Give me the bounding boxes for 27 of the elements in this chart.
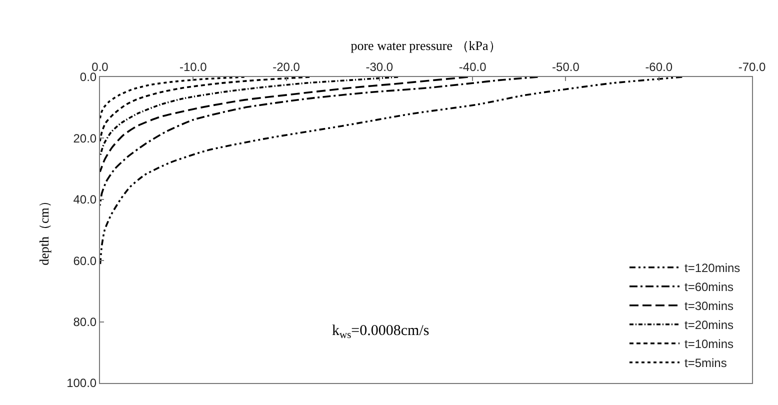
y-tick-label: 0.0 (80, 70, 97, 84)
line-series (100, 77, 399, 158)
legend-label: t=20mins (684, 318, 734, 332)
legend-label: t=120mins (684, 261, 740, 276)
x-tick-label: -60.0 (645, 60, 673, 74)
legend-label: t=30mins (684, 299, 734, 314)
x-axis-title: pore water pressure （kPa） (350, 38, 502, 54)
x-tick-label: -30.0 (366, 60, 394, 74)
x-tick-label: -20.0 (272, 60, 300, 74)
x-tick-label: -50.0 (552, 60, 580, 74)
annotation: k$_{ws}$=0.0008cm/s (332, 323, 430, 342)
line-series (100, 77, 310, 142)
x-tick-label: -70.0 (738, 60, 766, 74)
line-series (100, 77, 246, 121)
y-tick-label: 100.0 (66, 376, 97, 390)
y-tick-label: 80.0 (73, 315, 97, 329)
y-tick-label: 20.0 (73, 131, 97, 146)
line-series (100, 77, 539, 206)
legend-label: t=60mins (684, 280, 734, 294)
legend-label: t=10mins (684, 337, 734, 352)
legend-label: t=5mins (684, 356, 727, 370)
x-tick-label: -10.0 (179, 60, 208, 74)
line-series (100, 77, 469, 173)
x-tick-label: -40.0 (458, 60, 487, 74)
y-axis-title: depth（cm） (36, 194, 52, 266)
y-tick-label: 60.0 (73, 254, 97, 268)
y-tick-label: 40.0 (73, 192, 97, 207)
